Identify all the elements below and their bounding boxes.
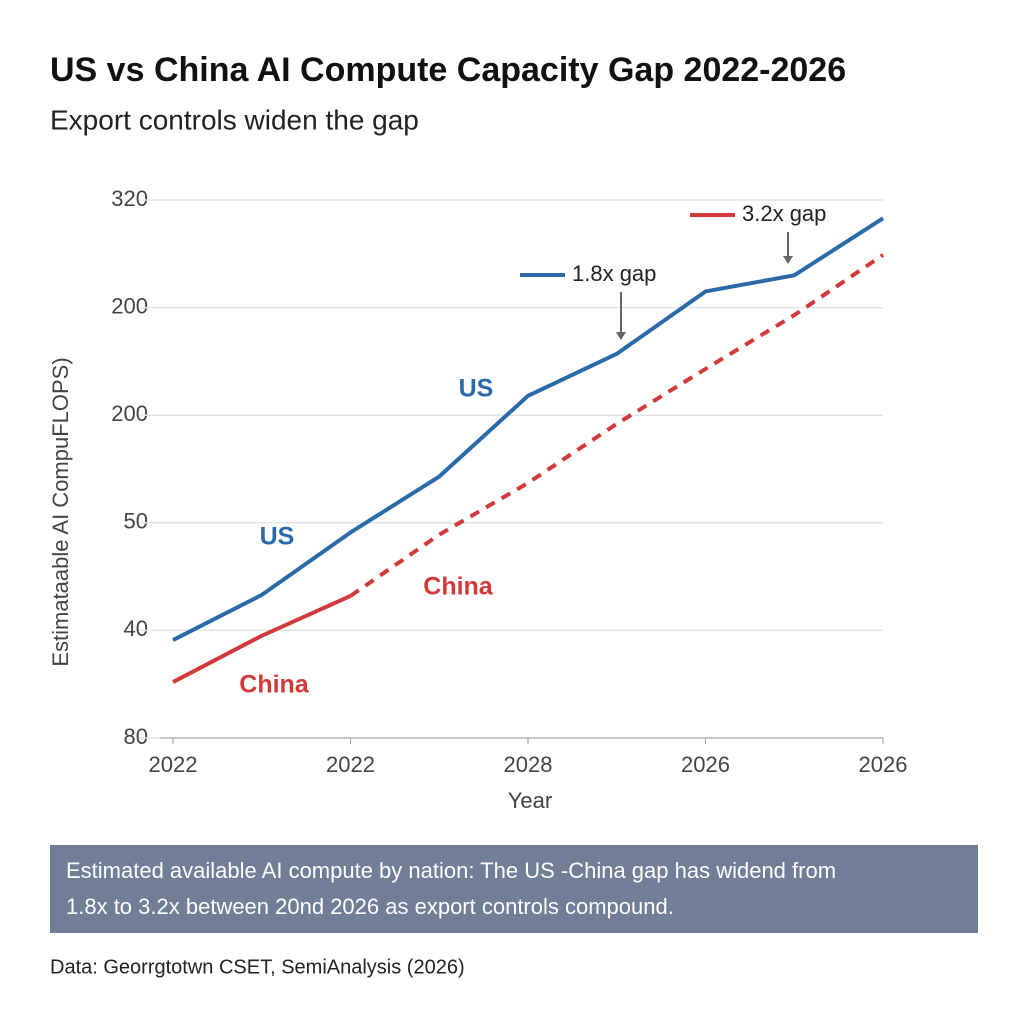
source: Data: Georrgtotwn CSET, SemiAnalysis (20… bbox=[50, 956, 465, 978]
annotation: China bbox=[239, 671, 310, 699]
caption: Estimated available AI compute by nation… bbox=[66, 858, 836, 883]
y-tick-label: 200 bbox=[111, 293, 148, 318]
chart-subtitle: Export controls widen the gap bbox=[50, 104, 419, 135]
y-tick-label: 320 bbox=[111, 186, 148, 211]
annotation: US bbox=[260, 523, 295, 551]
y-tick-label: 50 bbox=[124, 509, 148, 534]
caption: 1.8x to 3.2x between 20nd 2026 as export… bbox=[66, 894, 674, 919]
annotation: US bbox=[459, 375, 494, 403]
x-tick-label: 2026 bbox=[681, 752, 730, 777]
annotation: China bbox=[423, 573, 494, 601]
legend-label: 3.2x gap bbox=[742, 201, 826, 226]
y-tick-label: 80 bbox=[124, 724, 148, 749]
x-axis-label: Year bbox=[508, 788, 552, 813]
arrow-head bbox=[783, 256, 793, 264]
x-tick-label: 2026 bbox=[859, 752, 908, 777]
legend-label: 1.8x gap bbox=[572, 261, 656, 286]
x-tick-label: 2028 bbox=[504, 752, 553, 777]
line-series bbox=[349, 253, 885, 598]
caption-box bbox=[50, 845, 978, 933]
arrow-head bbox=[616, 332, 626, 340]
y-tick-label: 40 bbox=[124, 616, 148, 641]
line-series bbox=[172, 594, 352, 684]
x-tick-label: 2022 bbox=[149, 752, 198, 777]
y-tick-label: 200 bbox=[111, 401, 148, 426]
x-tick-label: 2022 bbox=[326, 752, 375, 777]
line-series bbox=[172, 216, 885, 642]
y-axis-label: Estimataable AI CompuFLOPS) bbox=[48, 357, 73, 666]
chart-title: US vs China AI Compute Capacity Gap 2022… bbox=[50, 51, 846, 89]
